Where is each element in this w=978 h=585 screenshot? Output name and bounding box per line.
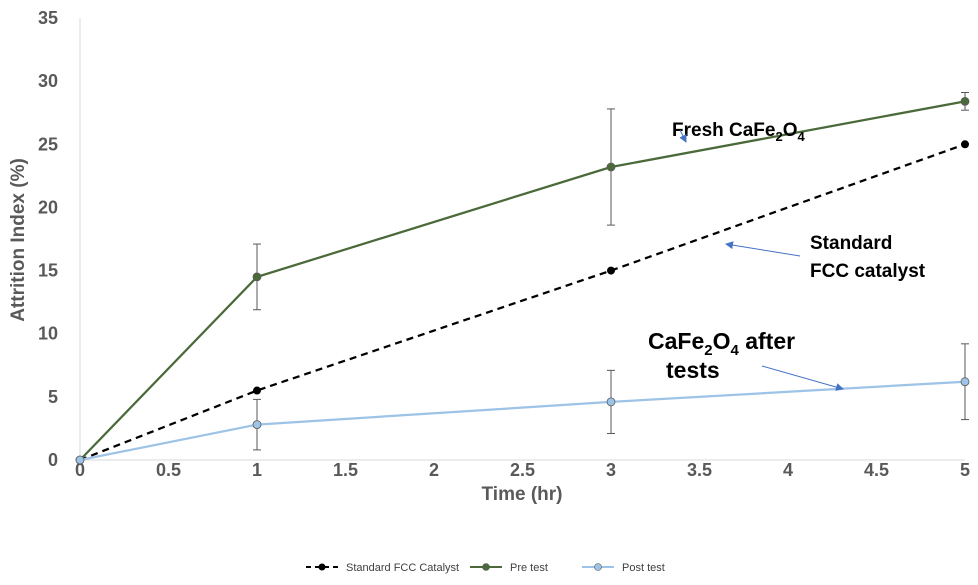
axes <box>79 18 965 461</box>
legend-marker <box>318 563 326 571</box>
legend-item: Pre test <box>470 562 548 574</box>
data-point <box>252 272 262 282</box>
y-tick-label: 35 <box>38 8 58 28</box>
annotation-after-line1: CaFe2O4 after <box>648 328 795 359</box>
data-point <box>960 96 970 106</box>
series-line <box>79 100 966 461</box>
data-point <box>961 140 969 149</box>
annotation-standard-line1: Standard <box>810 233 892 254</box>
series-standard-fcc-catalyst <box>76 140 969 464</box>
annotation-after: CaFe2O4 after tests <box>648 328 844 391</box>
x-tick-label: 3 <box>606 460 616 480</box>
y-tick-label: 5 <box>48 387 58 407</box>
annotation-fresh: Fresh CaFe2O4 <box>672 120 806 144</box>
y-tick-label: 0 <box>48 450 58 470</box>
legend: Standard FCC Catalyst Pre test Post test <box>306 562 665 574</box>
legend-marker <box>482 563 490 571</box>
annotation-standard-arrow <box>725 241 801 257</box>
y-tick-label: 20 <box>38 197 58 217</box>
data-point <box>75 455 85 465</box>
annotation-standard-line2: FCC catalyst <box>810 261 926 282</box>
series-line <box>79 380 966 462</box>
legend-marker <box>594 563 602 571</box>
y-axis-title: Attrition Index (%) <box>8 158 29 322</box>
y-tick-label: 15 <box>38 261 58 281</box>
x-tick-label: 4 <box>783 460 793 480</box>
legend-item: Post test <box>582 562 665 574</box>
y-tick-label: 10 <box>38 324 58 344</box>
data-point <box>252 420 262 430</box>
x-tick-label: 2.5 <box>510 460 535 480</box>
x-tick-labels: 0 0.5 1 1.5 2 2.5 3 3.5 4 4.5 5 <box>75 460 970 480</box>
data-point <box>960 377 970 387</box>
legend-item: Standard FCC Catalyst <box>306 562 459 574</box>
legend-label: Post test <box>622 562 665 574</box>
annotation-standard: Standard FCC catalyst <box>725 233 926 282</box>
annotation-fresh-label: Fresh CaFe2O4 <box>672 120 806 144</box>
y-tick-label: 30 <box>38 71 58 91</box>
x-tick-label: 4.5 <box>864 460 889 480</box>
x-tick-label: 0.5 <box>156 460 181 480</box>
legend-label: Pre test <box>510 562 548 574</box>
series-pre-test <box>75 92 970 465</box>
series-post-test <box>75 343 970 465</box>
annotation-fresh-arrow <box>679 129 687 143</box>
data-point <box>606 397 616 407</box>
x-tick-label: 1.5 <box>333 460 358 480</box>
annotation-after-line2: tests <box>666 357 720 383</box>
series-layer <box>75 92 970 465</box>
x-axis-title: Time (hr) <box>482 484 563 505</box>
annotation-after-arrow <box>761 365 844 391</box>
data-point <box>607 266 615 275</box>
x-tick-label: 1 <box>252 460 262 480</box>
data-point <box>253 386 261 395</box>
x-tick-label: 5 <box>960 460 970 480</box>
series-line <box>79 143 966 462</box>
x-tick-label: 3.5 <box>687 460 712 480</box>
y-tick-label: 25 <box>38 134 58 154</box>
data-point <box>606 162 616 172</box>
legend-label: Standard FCC Catalyst <box>346 562 459 574</box>
x-tick-label: 2 <box>429 460 439 480</box>
y-tick-labels: 0 5 10 15 20 25 30 35 <box>38 8 58 470</box>
x-tick-label: 0 <box>75 460 85 480</box>
